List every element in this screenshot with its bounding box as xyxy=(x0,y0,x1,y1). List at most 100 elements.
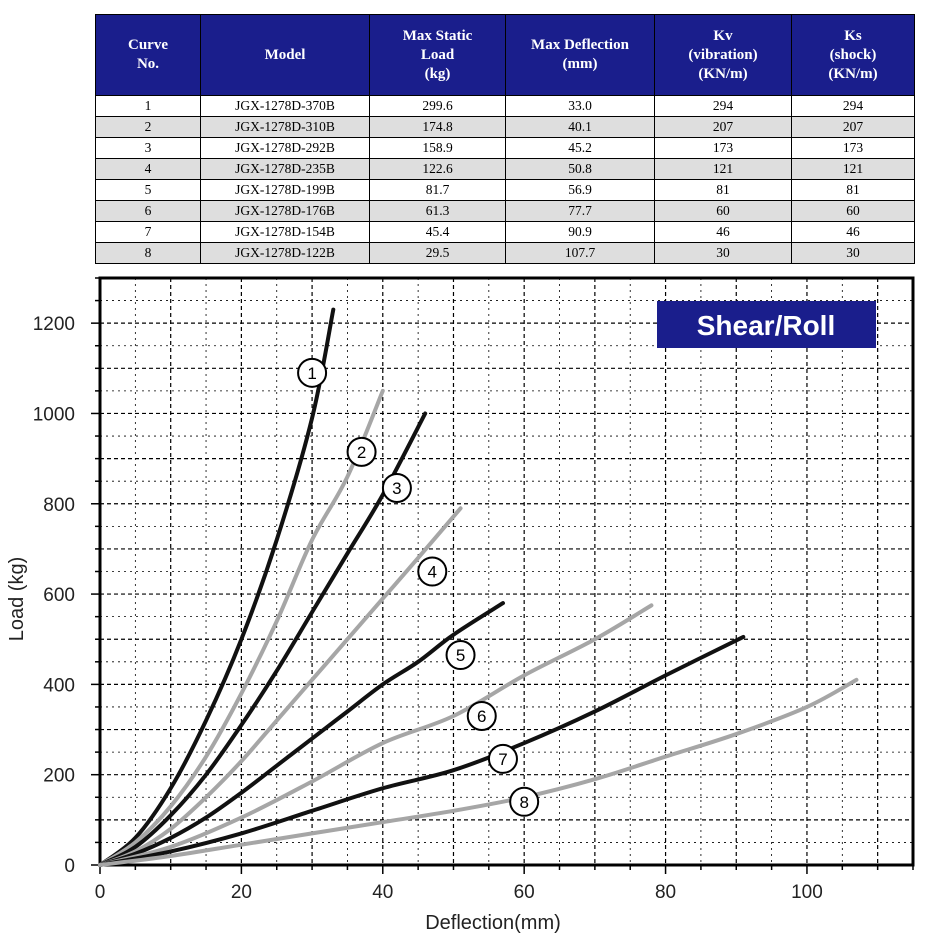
table-header-row: Curve No. Model Max Static Load (kg) Max… xyxy=(95,14,915,96)
curve-3 xyxy=(98,411,428,867)
table-row: 8 JGX-1278D-122B 29.5 107.7 30 30 xyxy=(95,242,915,264)
table-cell: 107.7 xyxy=(505,242,655,264)
y-tick-label: 600 xyxy=(43,585,75,606)
curve-label-circle xyxy=(346,436,377,467)
table-cell: 46 xyxy=(791,221,915,243)
table-cell: 45.4 xyxy=(369,221,506,243)
header-max-static-load: Max Static Load (kg) xyxy=(369,14,506,96)
table-cell: JGX-1278D-176B xyxy=(200,200,370,222)
y-tick-label: 1200 xyxy=(33,314,75,335)
curve-1 xyxy=(98,307,336,867)
curve-4 xyxy=(98,506,463,867)
y-tick-label: 400 xyxy=(43,675,75,696)
curve-8 xyxy=(98,677,859,867)
curve-label-5: 5 xyxy=(456,646,465,665)
x-tick-label: 40 xyxy=(372,882,393,903)
table-cell: 294 xyxy=(791,95,915,117)
table-cell: 122.6 xyxy=(369,158,506,180)
table-cell: 30 xyxy=(654,242,792,264)
table-cell: 158.9 xyxy=(369,137,506,159)
table-row: 6 JGX-1278D-176B 61.3 77.7 60 60 xyxy=(95,200,915,222)
grid xyxy=(100,278,913,865)
table-cell: 121 xyxy=(654,158,792,180)
table-cell: 207 xyxy=(654,116,792,138)
table-cell: 50.8 xyxy=(505,158,655,180)
x-tick-label: 60 xyxy=(514,882,535,903)
table-cell: 60 xyxy=(791,200,915,222)
x-tick-label: 20 xyxy=(231,882,252,903)
table-cell: 207 xyxy=(791,116,915,138)
title-badge-box xyxy=(657,301,876,348)
table-cell: JGX-1278D-122B xyxy=(200,242,370,264)
curves xyxy=(98,307,859,867)
table-cell: 3 xyxy=(95,137,201,159)
table-cell: JGX-1278D-235B xyxy=(200,158,370,180)
table-cell: 60 xyxy=(654,200,792,222)
x-tick-label: 100 xyxy=(791,882,823,903)
y-tick-label: 0 xyxy=(64,856,75,877)
curve-label-circle xyxy=(297,357,328,388)
table-cell: 121 xyxy=(791,158,915,180)
table-cell: 7 xyxy=(95,221,201,243)
table-cell: 29.5 xyxy=(369,242,506,264)
table-body: 1 JGX-1278D-370B 299.6 33.0 294 294 2 JGX-1278D… xyxy=(95,95,915,264)
title-badge: Shear/Roll xyxy=(657,301,876,348)
table-cell: 8 xyxy=(95,242,201,264)
header-ks: Ks (shock) (KN/m) xyxy=(791,14,915,96)
y-tick-label: 800 xyxy=(43,495,75,516)
table-cell: JGX-1278D-310B xyxy=(200,116,370,138)
table-cell: 1 xyxy=(95,95,201,117)
table-cell: 40.1 xyxy=(505,116,655,138)
table-cell: 2 xyxy=(95,116,201,138)
y-tick-label: 200 xyxy=(43,766,75,787)
header-kv: Kv (vibration) (KN/m) xyxy=(654,14,792,96)
spec-table: Curve No. Model Max Static Load (kg) Max… xyxy=(95,14,915,264)
table-cell: 90.9 xyxy=(505,221,655,243)
table-cell: 6 xyxy=(95,200,201,222)
table-cell: JGX-1278D-292B xyxy=(200,137,370,159)
header-max-deflection: Max Deflection (mm) xyxy=(505,14,655,96)
curve-label-3: 3 xyxy=(392,479,401,498)
curve-label-circle xyxy=(381,472,412,503)
table-row: 2 JGX-1278D-310B 174.8 40.1 207 207 xyxy=(95,116,915,138)
table-cell: 45.2 xyxy=(505,137,655,159)
curve-label-4: 4 xyxy=(428,563,437,582)
table-cell: 61.3 xyxy=(369,200,506,222)
curve-label-circle xyxy=(509,786,540,817)
table-row: 4 JGX-1278D-235B 122.6 50.8 121 121 xyxy=(95,158,915,180)
table-cell: 81.7 xyxy=(369,179,506,201)
curve-label-circle xyxy=(417,556,448,587)
curve-label-2: 2 xyxy=(357,443,366,462)
x-tick-label: 0 xyxy=(95,882,106,903)
table-cell: 5 xyxy=(95,179,201,201)
x-axis-title: Deflection(mm) xyxy=(425,912,561,934)
curve-label-6: 6 xyxy=(477,707,486,726)
table-row: 3 JGX-1278D-292B 158.9 45.2 173 173 xyxy=(95,137,915,159)
table-cell: 77.7 xyxy=(505,200,655,222)
table-cell: 81 xyxy=(791,179,915,201)
table-cell: 4 xyxy=(95,158,201,180)
y-tick-label: 1000 xyxy=(33,404,75,425)
table-row: 1 JGX-1278D-370B 299.6 33.0 294 294 xyxy=(95,95,915,117)
table-cell: JGX-1278D-199B xyxy=(200,179,370,201)
curve-labels: 1 2 3 4 5 6 7 8 xyxy=(297,357,540,817)
header-model: Model xyxy=(200,14,370,96)
curve-label-circle xyxy=(466,700,497,731)
table-row: 7 JGX-1278D-154B 45.4 90.9 46 46 xyxy=(95,221,915,243)
table-cell: 173 xyxy=(791,137,915,159)
x-tick-label: 80 xyxy=(655,882,676,903)
table-cell: 173 xyxy=(654,137,792,159)
table-cell: JGX-1278D-154B xyxy=(200,221,370,243)
table-cell: 174.8 xyxy=(369,116,506,138)
curve-6 xyxy=(98,603,654,867)
header-curve-no: Curve No. xyxy=(95,14,201,96)
table-cell: JGX-1278D-370B xyxy=(200,95,370,117)
chart-title: Shear/Roll xyxy=(697,310,835,341)
curve-5 xyxy=(98,601,505,867)
table-cell: 30 xyxy=(791,242,915,264)
curve-label-1: 1 xyxy=(307,364,316,383)
curve-2 xyxy=(98,388,385,867)
table-cell: 81 xyxy=(654,179,792,201)
